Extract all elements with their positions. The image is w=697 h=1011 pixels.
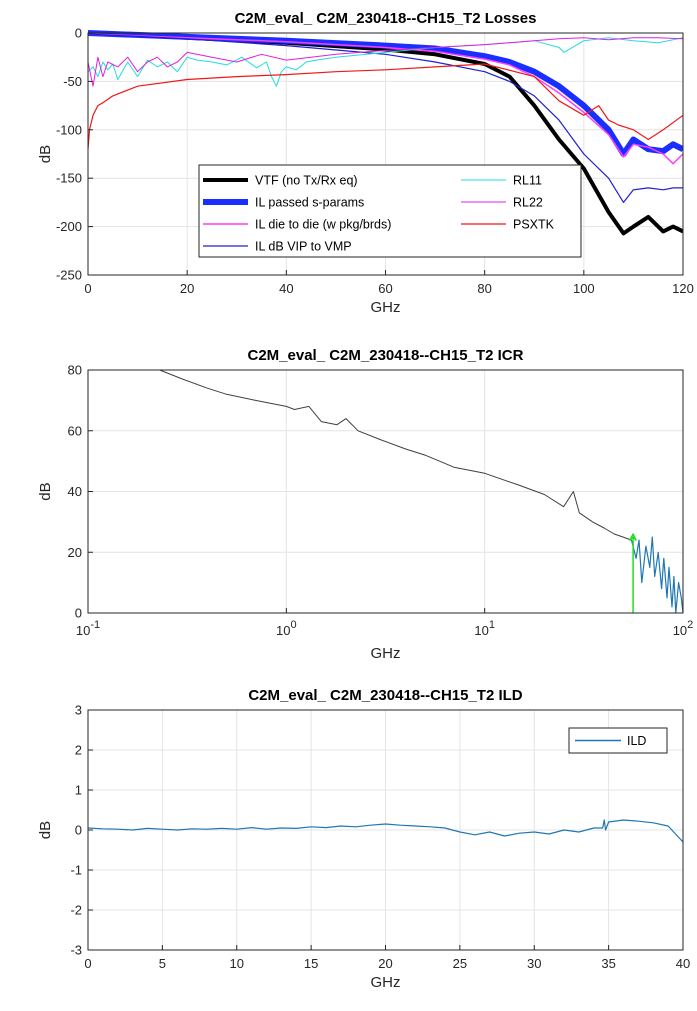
x-tick-label: 102 (673, 619, 694, 638)
x-tick-label: 20 (378, 956, 392, 971)
x-tick-label: 80 (477, 281, 491, 296)
x-tick-label: 15 (304, 956, 318, 971)
chart-1: 0 20 40 60 80 100 120 0 -50 -100 -150 -200 -250 C2M_e… (37, 10, 694, 316)
series-line-psxtk (88, 63, 683, 150)
y-tick-label: -3 (70, 943, 82, 958)
y-tick-label: -1 (70, 863, 82, 878)
chart-title: C2M_eval_ C2M_230418--CH15_T2 ICR (248, 347, 524, 364)
x-tick-label: 101 (474, 619, 495, 638)
y-tick-label: 0 (75, 606, 82, 621)
x-tick-label: 20 (180, 281, 194, 296)
y-tick-label: -150 (56, 171, 82, 186)
x-tick-label-exponent: 2 (687, 619, 693, 631)
y-tick-label: 0 (75, 26, 82, 41)
legend: VTF (no Tx/Rx eq) IL passed s-params IL di… (198, 164, 582, 258)
legend-label: IL die to die (w pkg/brds) (255, 218, 391, 232)
series-line-rl11 (88, 37, 683, 87)
x-tick-label-exponent: -1 (90, 619, 100, 631)
series-group (88, 30, 683, 236)
series-line-il-die-to-die-w-pkg-brds- (88, 33, 683, 165)
x-axis-label: GHz (371, 974, 401, 991)
series-line-vtf-no-tx-rx-eq- (88, 31, 683, 236)
series-line-il-db-vip-to-vmp (88, 33, 683, 203)
x-tick-label-base: 10 (76, 623, 90, 638)
x-tick-label: 10 (230, 956, 244, 971)
x-tick-label: 35 (601, 956, 615, 971)
x-tick-label-exponent: 1 (489, 619, 495, 631)
legend: ILD (568, 727, 668, 754)
x-axis-label: GHz (371, 645, 401, 662)
x-tick-label-base: 10 (673, 623, 687, 638)
y-tick-label: 2 (75, 743, 82, 758)
x-tick-label-base: 10 (276, 623, 290, 638)
x-tick-label-base: 10 (474, 623, 488, 638)
y-axis-label: dB (37, 145, 54, 163)
x-axis-label: GHz (371, 299, 401, 316)
y-axis-label: dB (37, 821, 54, 839)
x-tick-label: 40 (279, 281, 293, 296)
x-tick-label: 100 (276, 619, 297, 638)
x-tick-label: 5 (159, 956, 166, 971)
legend-label: PSXTK (513, 218, 555, 232)
y-tick-label: 1 (75, 783, 82, 798)
legend-label: RL11 (513, 174, 542, 188)
y-tick-label: 60 (68, 423, 82, 438)
legend-label: IL passed s-params (255, 196, 364, 210)
legend-label: RL22 (513, 196, 543, 210)
y-tick-label: -50 (63, 74, 82, 89)
legend-label: ILD (627, 734, 646, 748)
y-tick-label: -250 (56, 268, 82, 283)
y-tick-label: 20 (68, 545, 82, 560)
chart-title: C2M_eval_ C2M_230418--CH15_T2 Losses (235, 10, 537, 27)
y-tick-label: 80 (68, 363, 82, 378)
y-axis-label: dB (37, 482, 54, 500)
chart-title: C2M_eval_ C2M_230418--CH15_T2 ILD (248, 687, 522, 704)
y-tick-label: 3 (75, 703, 82, 718)
y-tick-label: 0 (75, 823, 82, 838)
x-tick-label: 25 (453, 956, 467, 971)
x-tick-label-exponent: 0 (291, 619, 297, 631)
series-line-3 (629, 533, 637, 613)
series-line-1 (159, 369, 632, 541)
x-tick-label: 0 (84, 281, 91, 296)
y-tick-label: -2 (70, 903, 82, 918)
x-tick-label: 10-1 (76, 619, 100, 638)
series-line-rl22 (88, 37, 683, 87)
x-tick-label: 120 (672, 281, 694, 296)
x-tick-label: 30 (527, 956, 541, 971)
legend-label: IL dB VIP to VMP (255, 240, 352, 254)
x-tick-label: 60 (378, 281, 392, 296)
x-tick-label: 100 (573, 281, 595, 296)
x-tick-label: 0 (84, 956, 91, 971)
series-line-ild (88, 819, 683, 843)
y-tick-label: -100 (56, 122, 82, 137)
series-group (88, 819, 683, 843)
y-tick-label: 40 (68, 484, 82, 499)
legend-label: VTF (no Tx/Rx eq) (255, 174, 358, 188)
y-tick-label: -200 (56, 219, 82, 234)
x-tick-label: 40 (676, 956, 690, 971)
legend-box (198, 164, 582, 258)
